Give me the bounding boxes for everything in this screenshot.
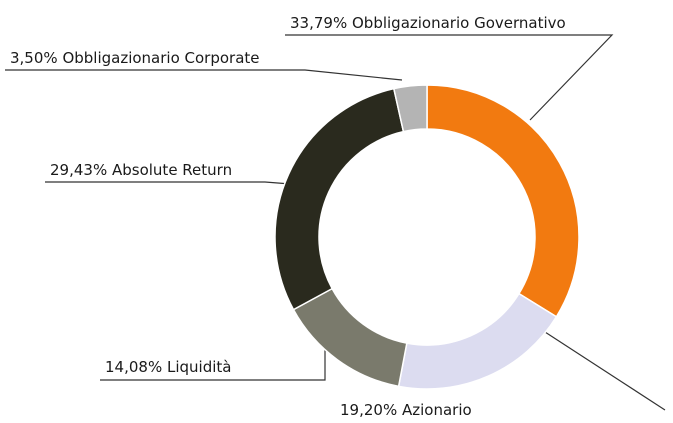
slice-label: 33,79% Obbligazionario Governativo [290,14,566,32]
slice [397,292,558,390]
slice [292,287,408,388]
leader-line [45,181,317,187]
slice [426,84,580,318]
category-label: Liquidità [167,358,231,376]
category-label: Absolute Return [112,161,232,179]
donut [274,84,580,390]
category-label: Azionario [402,401,472,419]
value-label: 29,43% [50,161,107,179]
slice-label: 3,50% Obbligazionario Corporate [10,49,260,67]
slice [274,87,405,311]
leader-line [544,331,666,411]
leader-line [5,69,403,81]
leader-line [285,34,614,121]
value-label: 3,50% [10,49,58,67]
leader-line [100,345,326,381]
slice-label: 19,20% Azionario [340,401,472,419]
slice-label: 14,08% Liquidità [105,358,231,376]
category-label: Obbligazionario Governativo [352,14,566,32]
value-label: 14,08% [105,358,162,376]
value-label: 19,20% [340,401,397,419]
slice-label: 29,43% Absolute Return [50,161,232,179]
value-label: 33,79% [290,14,347,32]
slice [392,84,428,133]
category-label: Obbligazionario Corporate [62,49,259,67]
leader-lines [5,34,666,411]
